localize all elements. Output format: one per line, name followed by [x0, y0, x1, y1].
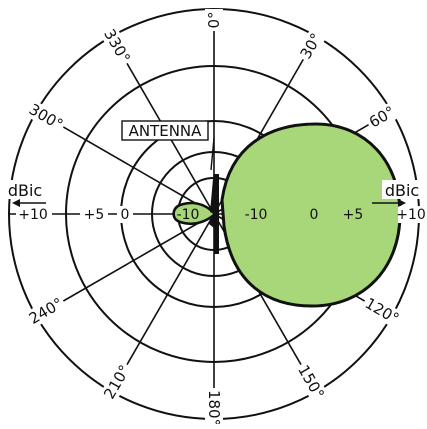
- axis-label-left-plus5: +5: [84, 207, 105, 223]
- antenna-label: ANTENNA: [129, 122, 203, 140]
- axis-label-right-zero: 0: [310, 207, 319, 223]
- angle-label-mask-0: [205, 9, 223, 31]
- left-plus5-mask: [80, 206, 108, 223]
- unit-right: dBic: [372, 180, 422, 207]
- angle-label-group-30: 30°: [295, 28, 327, 64]
- axis-value-labels: +10 +5 0 -10 -10 0 +5 +10: [16, 206, 426, 223]
- unit-left-arrowhead: [12, 199, 20, 207]
- back-lobe: [172, 201, 216, 226]
- angle-label-group-150: 150°: [293, 360, 329, 404]
- angle-label-mask-60: [364, 101, 400, 133]
- angle-label-mask-120: [360, 293, 404, 329]
- angle-label-mask-150: [293, 360, 329, 404]
- left-outer-mask: [16, 206, 52, 223]
- angle-label-mask-30: [295, 28, 327, 64]
- angle-label-mask-180: [205, 388, 223, 428]
- unit-label-right: dBic: [385, 181, 419, 200]
- spoke-240: [36, 213, 215, 318]
- angle-label-group-60: 60°: [364, 101, 400, 133]
- angle-label-0: 0°: [205, 11, 223, 28]
- feed-lower: [209, 214, 214, 228]
- axis-label-right-plus5: +5: [343, 207, 364, 223]
- unit-left: dBic: [5, 180, 46, 207]
- axis-label-left-outer: +10: [18, 207, 48, 223]
- antenna-leader: [210, 137, 215, 171]
- axis-label-right-outer: +10: [396, 207, 426, 223]
- antenna-label-box: [121, 120, 209, 141]
- radiation-pattern: [172, 122, 402, 308]
- antenna-callout: ANTENNA: [121, 120, 209, 141]
- angle-label-mask-240: [24, 293, 68, 329]
- antenna-element: [209, 137, 219, 254]
- unit-left-mask: [5, 180, 45, 199]
- angle-label-group-300: 300°: [24, 99, 68, 135]
- axis-label-left-zero: 0: [121, 207, 130, 223]
- angle-label-group-240: 240°: [24, 293, 68, 329]
- left-zero-mask: [117, 206, 133, 223]
- unit-right-mask: [382, 180, 422, 199]
- spoke-210: [110, 213, 215, 392]
- antenna-bar: [214, 174, 219, 254]
- axis-label-right-minus10: -10: [245, 207, 268, 223]
- angle-label-group-0: 0°: [205, 9, 223, 31]
- angle-label-group-210: 210°: [99, 360, 135, 404]
- unit-right-arrowhead: [398, 199, 406, 207]
- right-outer-mask: [398, 206, 426, 223]
- angle-label-mask-300: [24, 99, 68, 135]
- spoke-300: [36, 110, 215, 215]
- angle-label-mask-210: [99, 360, 135, 404]
- angle-label-group-120: 120°: [360, 293, 404, 329]
- angle-label-group-330: 330°: [99, 24, 135, 68]
- feed-upper: [210, 168, 214, 214]
- angle-label-mask-330: [99, 24, 135, 68]
- unit-label-left: dBic: [8, 181, 42, 200]
- angle-label-180: 180°: [205, 390, 223, 424]
- angle-label-group-180: 180°: [205, 388, 223, 428]
- axis-label-left-minus10: -10: [177, 207, 200, 223]
